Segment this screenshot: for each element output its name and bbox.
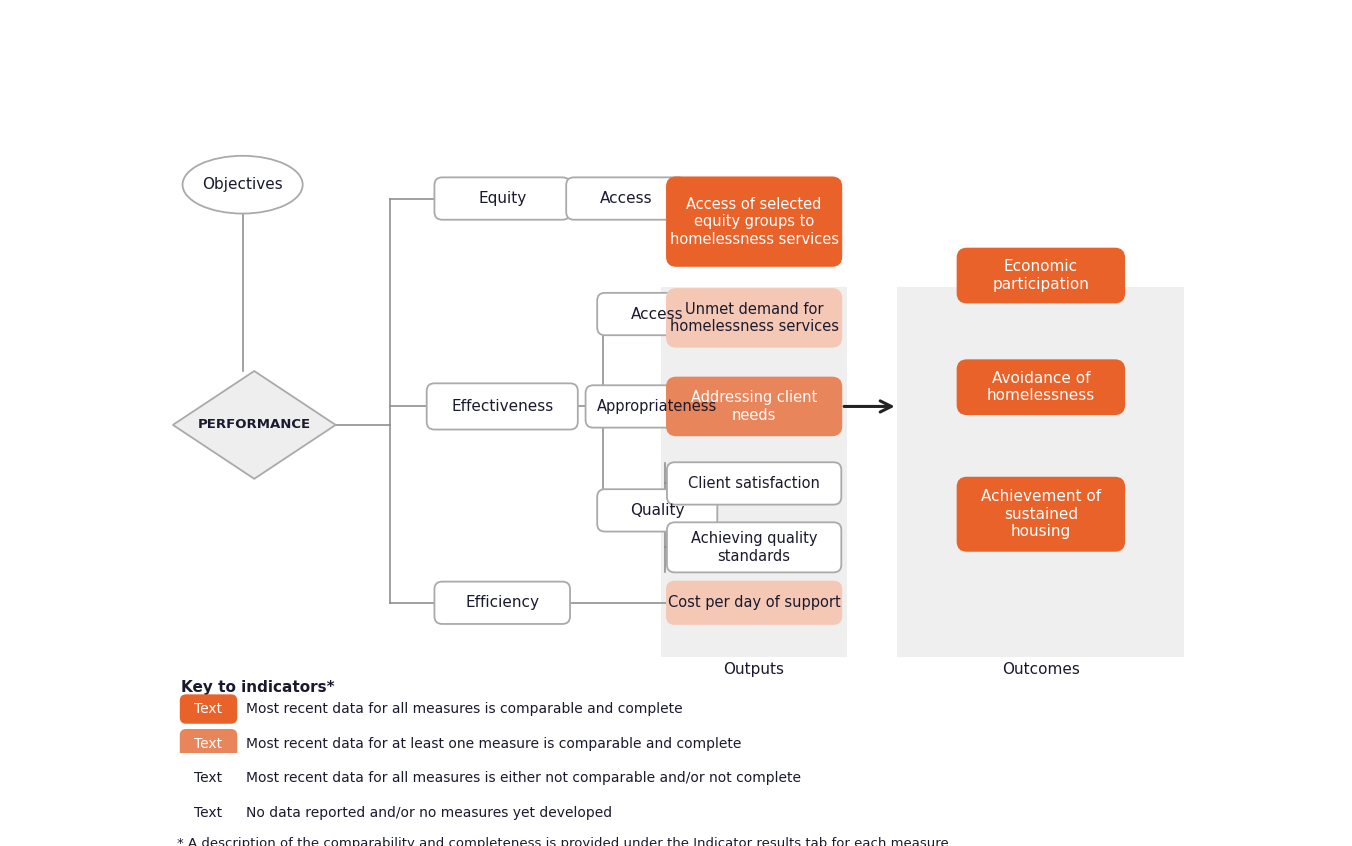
- Text: Addressing client
needs: Addressing client needs: [691, 390, 817, 423]
- FancyBboxPatch shape: [957, 249, 1124, 303]
- FancyBboxPatch shape: [585, 385, 729, 427]
- Text: Text: Text: [195, 702, 223, 716]
- Text: Unmet demand for
homelessness services: Unmet demand for homelessness services: [669, 302, 838, 334]
- FancyBboxPatch shape: [957, 360, 1124, 415]
- Text: Appropriateness: Appropriateness: [598, 399, 718, 414]
- FancyBboxPatch shape: [181, 730, 237, 757]
- FancyBboxPatch shape: [898, 287, 1184, 656]
- Text: Equity: Equity: [479, 191, 526, 206]
- Text: * A description of the comparability and completeness is provided under the Indi: * A description of the comparability and…: [177, 838, 949, 846]
- FancyBboxPatch shape: [667, 581, 841, 624]
- FancyBboxPatch shape: [667, 522, 841, 573]
- Text: Access: Access: [600, 191, 653, 206]
- Text: Cost per day of support: Cost per day of support: [668, 596, 841, 610]
- Text: Effectiveness: Effectiveness: [452, 399, 553, 414]
- Text: Quality: Quality: [630, 503, 684, 518]
- Polygon shape: [173, 371, 335, 479]
- Text: Outcomes: Outcomes: [1002, 662, 1080, 678]
- FancyBboxPatch shape: [661, 287, 848, 656]
- FancyBboxPatch shape: [181, 799, 237, 827]
- FancyBboxPatch shape: [667, 377, 841, 436]
- FancyBboxPatch shape: [667, 289, 841, 347]
- FancyBboxPatch shape: [434, 178, 571, 220]
- FancyBboxPatch shape: [667, 462, 841, 504]
- Text: Text: Text: [195, 737, 223, 750]
- Text: Achieving quality
standards: Achieving quality standards: [691, 531, 818, 563]
- FancyBboxPatch shape: [957, 478, 1124, 551]
- Text: Outputs: Outputs: [723, 662, 784, 678]
- Text: Achievement of
sustained
housing: Achievement of sustained housing: [980, 489, 1101, 539]
- Ellipse shape: [183, 156, 303, 213]
- Text: Most recent data for at least one measure is comparable and complete: Most recent data for at least one measur…: [246, 737, 741, 750]
- Text: Avoidance of
homelessness: Avoidance of homelessness: [987, 371, 1095, 404]
- Text: Most recent data for all measures is either not comparable and/or not complete: Most recent data for all measures is eit…: [246, 772, 800, 785]
- FancyBboxPatch shape: [427, 383, 577, 430]
- Text: PERFORMANCE: PERFORMANCE: [197, 419, 311, 431]
- Text: Most recent data for all measures is comparable and complete: Most recent data for all measures is com…: [246, 702, 683, 716]
- Text: Objectives: Objectives: [203, 177, 283, 192]
- Text: Key to indicators*: Key to indicators*: [181, 680, 334, 695]
- Text: Access: Access: [631, 306, 684, 321]
- FancyBboxPatch shape: [598, 293, 718, 335]
- Text: No data reported and/or no measures yet developed: No data reported and/or no measures yet …: [246, 806, 612, 820]
- Text: Text: Text: [195, 806, 223, 820]
- Text: Efficiency: Efficiency: [465, 596, 539, 610]
- FancyBboxPatch shape: [598, 489, 718, 531]
- Text: Text: Text: [195, 772, 223, 785]
- Text: Access of selected
equity groups to
homelessness services: Access of selected equity groups to home…: [669, 197, 838, 246]
- FancyBboxPatch shape: [434, 581, 571, 624]
- FancyBboxPatch shape: [181, 765, 237, 792]
- Text: Economic
participation: Economic participation: [992, 260, 1090, 292]
- FancyBboxPatch shape: [181, 695, 237, 723]
- FancyBboxPatch shape: [566, 178, 687, 220]
- FancyBboxPatch shape: [667, 178, 841, 266]
- Text: Client satisfaction: Client satisfaction: [688, 476, 821, 491]
